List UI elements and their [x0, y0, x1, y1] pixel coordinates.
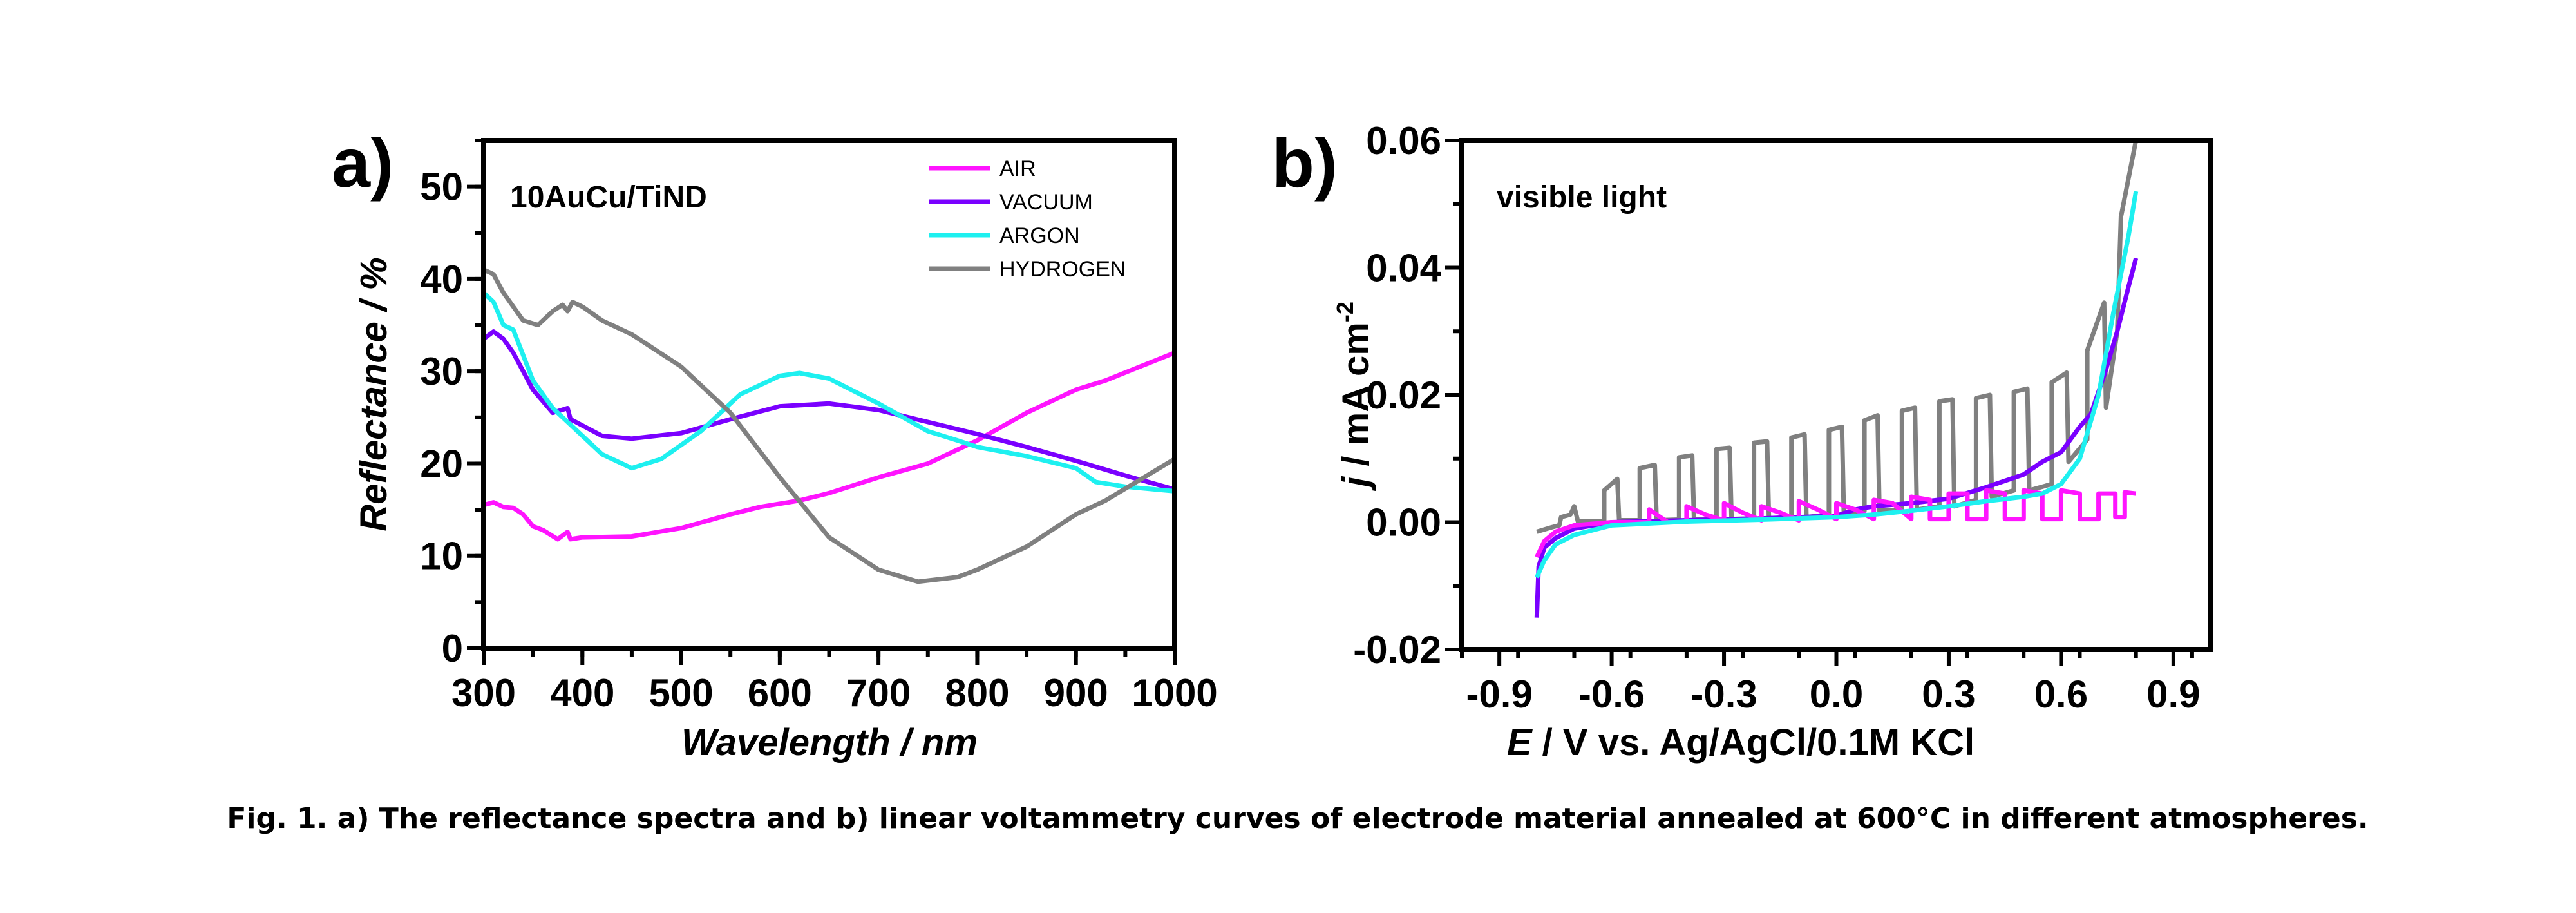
y-tick-label: 0.00	[1366, 501, 1441, 544]
x-tick-label: -0.6	[1578, 673, 1645, 716]
x-tick-label: 600	[748, 671, 812, 715]
y-tick-label: 50	[420, 166, 463, 209]
y-tick-label: 0.06	[1366, 119, 1441, 162]
chart-a-reflectance: a) 10AuCu/TiND Reflectance / % Wavelengt…	[332, 124, 1218, 764]
x-tick-label: 300	[451, 671, 516, 715]
panel-label-b: b)	[1272, 124, 1338, 202]
y-title-j: j	[1335, 476, 1377, 492]
x-tick-label: -0.3	[1690, 673, 1757, 716]
x-tick-label: 0.9	[2146, 673, 2200, 716]
x-axis-title-a: Wavelength / nm	[681, 722, 978, 764]
x-tick-label: 900	[1044, 671, 1108, 715]
series-line-argon	[1535, 191, 2139, 579]
series-line-vacuum	[1534, 257, 2139, 618]
y-tick-label: 30	[420, 350, 463, 393]
figure-caption: Fig. 1. a) The reflectance spectra and b…	[227, 802, 2368, 835]
y-title-unit: / mA cm	[1335, 322, 1377, 477]
y-tick-label: -0.02	[1353, 628, 1441, 671]
legend-label-vacuum: VACUUM	[999, 190, 1093, 215]
x-title-rest: / V vs. Ag/AgCl/0.1M KCl	[1532, 722, 1975, 764]
y-axis-title-b: j / mA cm-2	[1332, 302, 1377, 492]
x-axis-title-b: E / V vs. Ag/AgCl/0.1M KCl	[1507, 722, 1975, 764]
legend-label-hydrogen: HYDROGEN	[999, 257, 1126, 282]
legend-label-air: AIR	[999, 157, 1036, 181]
x-title-e: E	[1507, 722, 1533, 764]
x-tick-label: -0.9	[1466, 673, 1532, 716]
series-line-hydrogen	[484, 267, 1175, 584]
y-tick-label: 0.04	[1366, 247, 1441, 290]
x-tick-label: 400	[550, 671, 614, 715]
chart-b-voltammetry: b) visible light j / mA cm-2 E / V vs. A…	[1272, 119, 2213, 764]
y-tick-label: 10	[420, 535, 463, 578]
x-tick-label: 0.0	[1810, 673, 1863, 716]
sample-annotation: 10AuCu/TiND	[510, 180, 707, 215]
x-tick-label: 500	[649, 671, 714, 715]
series-line-argon	[484, 291, 1175, 494]
panel-label-a: a)	[332, 124, 393, 202]
y-axis-title-a: Reflectance / %	[353, 257, 395, 532]
x-tick-label: 800	[945, 671, 1009, 715]
y-tick-label: 40	[420, 258, 463, 301]
y-tick-label: 0.02	[1366, 374, 1441, 417]
legend-label-argon: ARGON	[999, 224, 1080, 248]
series-line-vacuum	[484, 329, 1175, 492]
y-title-exp: -2	[1332, 302, 1358, 322]
legend: AIR VACUUM ARGON HYDROGEN	[929, 157, 1126, 282]
x-tick-label: 0.3	[1922, 673, 1975, 716]
condition-annotation: visible light	[1497, 180, 1667, 215]
y-tick-label: 0	[442, 627, 463, 670]
x-tick-label: 1000	[1132, 671, 1217, 715]
x-tick-label: 0.6	[2034, 673, 2088, 716]
y-tick-label: 20	[420, 442, 463, 485]
x-tick-label: 700	[846, 671, 911, 715]
